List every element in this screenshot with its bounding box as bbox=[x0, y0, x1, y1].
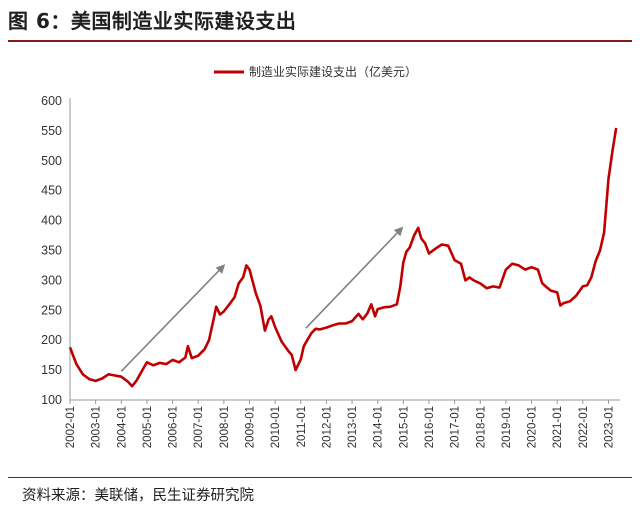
series-line-construction-spending bbox=[68, 127, 618, 388]
trend-arrow-head bbox=[393, 226, 404, 237]
y-tick-label: 100 bbox=[41, 393, 62, 407]
y-tick-label: 550 bbox=[41, 124, 62, 138]
x-tick-label: 2020-01 bbox=[527, 406, 539, 448]
x-tick-label: 2015-01 bbox=[398, 406, 410, 448]
x-tick-label: 2014-01 bbox=[373, 406, 385, 448]
source-note: 资料来源：美联储，民生证券研究院 bbox=[22, 488, 254, 504]
x-tick-label: 2008-01 bbox=[219, 406, 231, 448]
y-tick-label: 500 bbox=[41, 154, 62, 168]
chart-legend: 制造业实际建设支出（亿美元） bbox=[214, 64, 417, 79]
x-tick-label: 2004-01 bbox=[116, 406, 128, 448]
x-tick-label: 2018-01 bbox=[475, 406, 487, 448]
y-tick-label: 350 bbox=[41, 244, 62, 258]
trend-arrow-head bbox=[215, 264, 226, 274]
x-tick-label: 2017-01 bbox=[450, 406, 462, 448]
y-tick-labels: 100 150 200 250 300 350 400 450 500 550 600 bbox=[41, 94, 62, 407]
x-tick-label: 2022-01 bbox=[578, 406, 590, 448]
x-tick-label: 2011-01 bbox=[296, 406, 308, 447]
y-tick-label: 200 bbox=[41, 333, 62, 347]
x-tick-label: 2005-01 bbox=[142, 406, 154, 448]
line-chart: 制造业实际建设支出（亿美元） 100 150 200 250 300 350 400 450 5… bbox=[41, 64, 620, 448]
y-tick-label: 300 bbox=[41, 273, 62, 287]
figure-title: 图 6：美国制造业实际建设支出 bbox=[8, 9, 297, 33]
y-tick-label: 450 bbox=[41, 184, 62, 198]
x-tick-label: 2019-01 bbox=[501, 406, 513, 448]
x-tick-label: 2013-01 bbox=[347, 406, 359, 448]
y-tick-label: 150 bbox=[41, 363, 62, 377]
trend-arrow-line bbox=[120, 270, 220, 372]
x-tick-label: 2016-01 bbox=[424, 406, 436, 448]
x-tick-label: 2010-01 bbox=[270, 406, 282, 448]
trend-arrow-line bbox=[305, 232, 398, 329]
x-tick-label: 2006-01 bbox=[168, 406, 180, 448]
title-rule bbox=[8, 40, 632, 42]
y-tick-label: 400 bbox=[41, 214, 62, 228]
x-tick-label: 2021-01 bbox=[552, 406, 564, 448]
x-tick-label: 2009-01 bbox=[244, 406, 256, 448]
legend-label: 制造业实际建设支出（亿美元） bbox=[249, 64, 417, 79]
y-tick-label: 600 bbox=[41, 94, 62, 108]
x-tick-label: 2002-01 bbox=[65, 406, 77, 448]
x-tick-labels: 2002-01 2003-01 2004-01 2005-01 2006-01 2007-… bbox=[65, 400, 615, 448]
x-tick-label: 2023-01 bbox=[603, 406, 615, 448]
trend-arrows bbox=[120, 226, 404, 372]
x-tick-label: 2003-01 bbox=[91, 406, 103, 448]
y-tick-label: 250 bbox=[41, 303, 62, 317]
x-tick-label: 2007-01 bbox=[193, 406, 205, 448]
source-rule bbox=[8, 477, 632, 478]
x-tick-label: 2012-01 bbox=[321, 406, 333, 448]
